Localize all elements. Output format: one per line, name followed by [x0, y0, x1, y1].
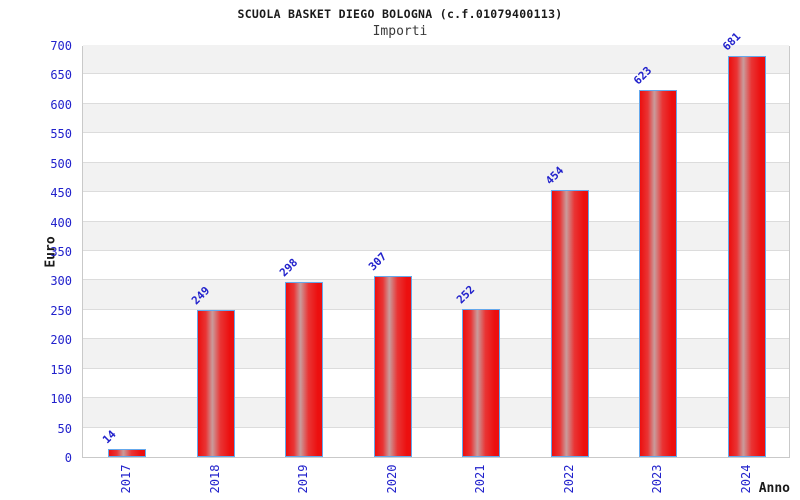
plot-band: [83, 309, 789, 340]
gridline: [83, 308, 789, 310]
x-tick-label: 2019: [296, 464, 311, 494]
y-tick-label: 500: [50, 156, 72, 171]
gridline: [83, 102, 789, 104]
y-tick-label: 250: [50, 303, 72, 318]
plot-band: [83, 45, 789, 75]
y-tick-label: 400: [50, 215, 72, 230]
gridline: [83, 397, 789, 399]
x-tick-label: 2021: [473, 464, 488, 494]
bar-2017: [108, 448, 147, 457]
gridline: [83, 161, 789, 163]
plot-band: [83, 221, 789, 251]
plot-band: [83, 251, 789, 281]
plot-band: [83, 133, 789, 163]
gridline: [83, 338, 789, 340]
bar-2022: [550, 189, 589, 457]
plot-band: [83, 74, 789, 104]
x-tick-label: 2022: [561, 464, 576, 494]
gridline: [83, 132, 789, 134]
y-tick-label: 300: [50, 274, 72, 289]
gridline: [83, 367, 789, 369]
y-tick-label: 650: [50, 68, 72, 83]
bar-2024: [727, 56, 766, 457]
y-tick-label: 350: [50, 245, 72, 259]
y-tick-label: 550: [50, 127, 72, 142]
y-tick-label: 0: [64, 451, 72, 465]
x-tick-label: 2023: [650, 464, 665, 494]
y-tick-label: 150: [50, 362, 72, 377]
y-tick-label: 600: [50, 97, 72, 112]
y-tick-label: 450: [50, 186, 72, 201]
plot-band: [83, 162, 789, 193]
bar-2023: [639, 90, 678, 457]
y-tick-label: 100: [50, 392, 72, 407]
gridline: [83, 426, 789, 428]
gridline: [83, 220, 789, 222]
plot-band: [83, 427, 789, 457]
x-tick-label: 2018: [207, 464, 222, 494]
x-axis-label: Anno: [758, 481, 790, 496]
x-tick-label: 2020: [384, 464, 399, 494]
y-tick-label: 50: [57, 421, 72, 436]
bar-2019: [285, 281, 324, 457]
y-tick-label: 200: [50, 333, 72, 348]
y-tick-label: 700: [50, 39, 72, 53]
gridline: [83, 73, 789, 75]
chart-subtitle: Importi: [372, 24, 428, 39]
bar-2018: [196, 310, 235, 457]
plot-band: [83, 339, 789, 369]
x-tick-label: 2017: [119, 464, 134, 494]
gridline: [83, 250, 789, 251]
gridline: [83, 279, 789, 281]
bar-2020: [373, 276, 412, 457]
bar-2021: [462, 308, 501, 457]
gridline: [83, 191, 789, 193]
plot-band: [83, 398, 789, 428]
plot-band: [83, 368, 789, 399]
plot-band: [83, 192, 789, 222]
chart-title: SCUOLA BASKET DIEGO BOLOGNA (c.f.0107940…: [237, 7, 563, 21]
plot-area: 14 249 298 307 252 454 623 681: [82, 30, 790, 458]
plot-band: [83, 280, 789, 310]
plot-band: [83, 103, 789, 134]
x-tick-label: 2024: [738, 464, 753, 494]
